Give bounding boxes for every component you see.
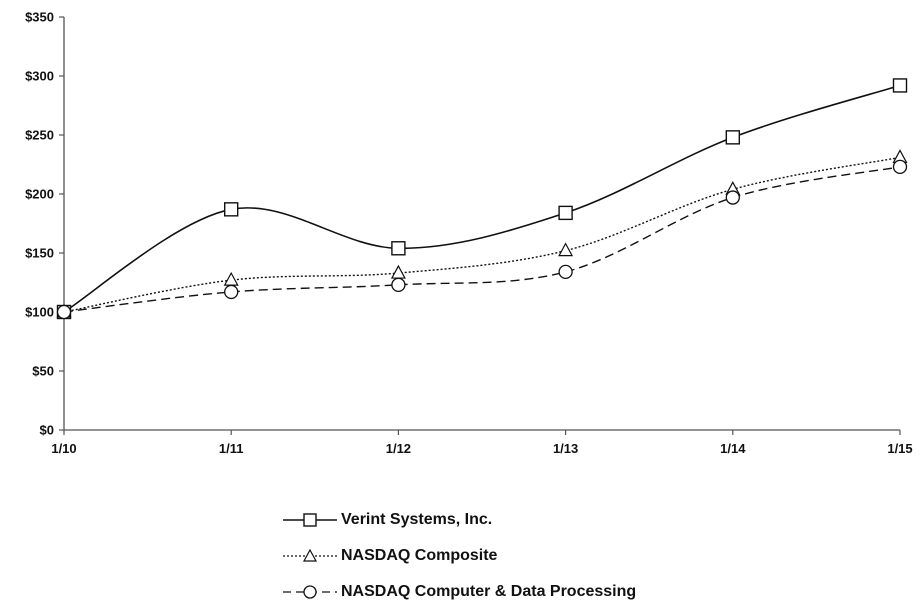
data-point-circle [892, 159, 908, 175]
data-point-triangle [223, 271, 239, 286]
x-tick-label: 1/15 [887, 441, 912, 456]
data-point-circle [725, 190, 740, 205]
y-tick-label: $300 [25, 69, 54, 84]
x-tick-label: 1/14 [720, 441, 746, 456]
series-line [63, 166, 901, 313]
data-point-triangle [390, 264, 406, 279]
legend: Verint Systems, Inc. NASDAQ Composite NA… [281, 502, 636, 610]
legend-item-verint: Verint Systems, Inc. [281, 502, 636, 538]
series-line [63, 156, 901, 313]
y-tick-label: $200 [25, 187, 54, 202]
legend-label-verint: Verint Systems, Inc. [341, 511, 493, 528]
legend-swatch-circle [283, 585, 337, 599]
y-tick-label: $0 [40, 423, 54, 438]
data-point-square [391, 241, 406, 256]
y-tick-label: $150 [25, 246, 54, 261]
data-point-circle [558, 264, 573, 280]
series-lines [56, 78, 908, 320]
data-point-square [223, 202, 239, 217]
data-point-circle [56, 304, 72, 320]
series-triangle [56, 149, 908, 318]
x-tick-label: 1/13 [553, 441, 578, 456]
legend-label-nasdaq-computer: NASDAQ Computer & Data Processing [341, 583, 637, 600]
data-point-circle [391, 277, 406, 293]
series-line [63, 84, 901, 313]
legend-swatch-triangle [283, 548, 337, 562]
series-square [56, 78, 908, 320]
x-tick-label: 1/10 [51, 441, 76, 456]
data-point-triangle [558, 242, 574, 257]
y-tick-label: $350 [25, 10, 54, 25]
y-tick-label: $50 [32, 364, 54, 379]
legend-item-nasdaq-computer: NASDAQ Computer & Data Processing [281, 574, 636, 610]
data-point-square [558, 205, 573, 221]
data-point-square [725, 130, 740, 145]
line-chart: $0$50$100$150$200$250$300$350 1/10 1/11 1/… [25, 10, 913, 457]
legend-swatch-square [283, 513, 337, 527]
x-axis-ticks: 1/10 1/11 1/12 1/13 1/14 1/15 [51, 430, 913, 456]
legend-item-nasdaq-composite: NASDAQ Composite [281, 538, 636, 574]
legend-label-nasdaq-composite: NASDAQ Composite [341, 547, 498, 564]
y-tick-label: $250 [25, 128, 54, 143]
chart-axes [63, 17, 900, 431]
y-axis-ticks: $0 $50 $100 $150 $200 $250 $300 $350 [25, 10, 64, 438]
data-point-square [892, 78, 908, 93]
x-tick-label: 1/11 [219, 441, 244, 456]
series-circle [56, 159, 908, 320]
x-tick-label: 1/12 [386, 441, 411, 456]
data-point-circle [224, 284, 239, 300]
y-tick-label: $100 [25, 305, 54, 320]
